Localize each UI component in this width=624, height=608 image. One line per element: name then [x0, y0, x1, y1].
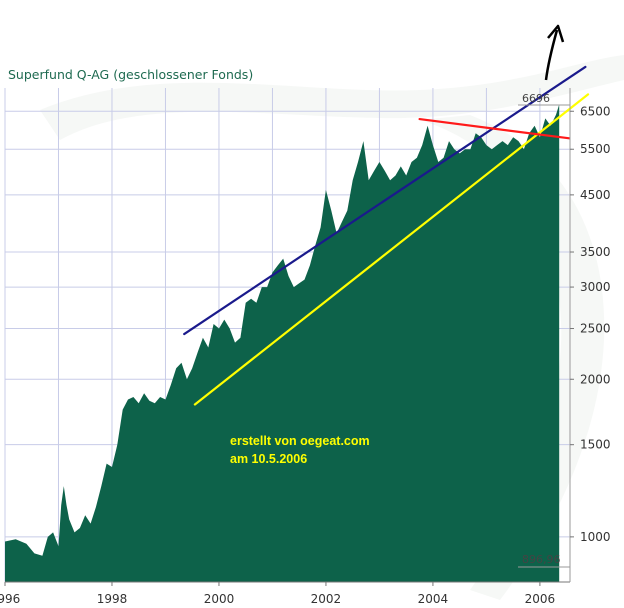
arrow-head	[547, 24, 565, 43]
annotation-line-2: am 10.5.2006	[230, 452, 307, 466]
lower-channel-line	[193, 93, 590, 406]
trendlines	[183, 65, 590, 406]
x-tick-label: 2002	[311, 592, 342, 606]
trend-arrow	[544, 24, 565, 81]
plot-frame	[5, 88, 571, 583]
y-tick-label: 4500	[580, 188, 611, 202]
x-axis-ticks: 1996 1998 2000 2002 2004 2006	[0, 582, 555, 606]
x-tick-label: 2004	[418, 592, 449, 606]
upper-channel-line	[183, 65, 587, 336]
annotation-line-1: erstellt von oegeat.com	[230, 434, 370, 448]
series-area	[5, 104, 560, 582]
x-tick-label: 2000	[204, 592, 235, 606]
y-tick-label: 3500	[580, 245, 611, 259]
x-tick-label: 2006	[525, 592, 556, 606]
y-tick-label: 6500	[580, 104, 611, 118]
area-layer	[5, 104, 560, 582]
resistance-line	[418, 117, 571, 140]
min-value-label: 896,96	[522, 553, 561, 566]
arrow-shaft	[544, 29, 559, 81]
y-tick-label: 1500	[580, 438, 611, 452]
y-tick-label: 3000	[580, 280, 611, 294]
y-axis-ticks: 1000 1500 2000 2500 3000 3500 4500 5500 6500	[570, 104, 611, 544]
last-value-label: 6696	[522, 92, 550, 105]
y-tick-label: 2500	[580, 322, 611, 336]
chart-title: Superfund Q-AG (geschlossener Fonds)	[8, 67, 253, 82]
y-tick-label: 1000	[580, 530, 611, 544]
y-tick-label: 2000	[580, 372, 611, 386]
x-tick-label: 1996	[0, 592, 20, 606]
x-tick-label: 1998	[97, 592, 128, 606]
y-tick-label: 5500	[580, 142, 611, 156]
